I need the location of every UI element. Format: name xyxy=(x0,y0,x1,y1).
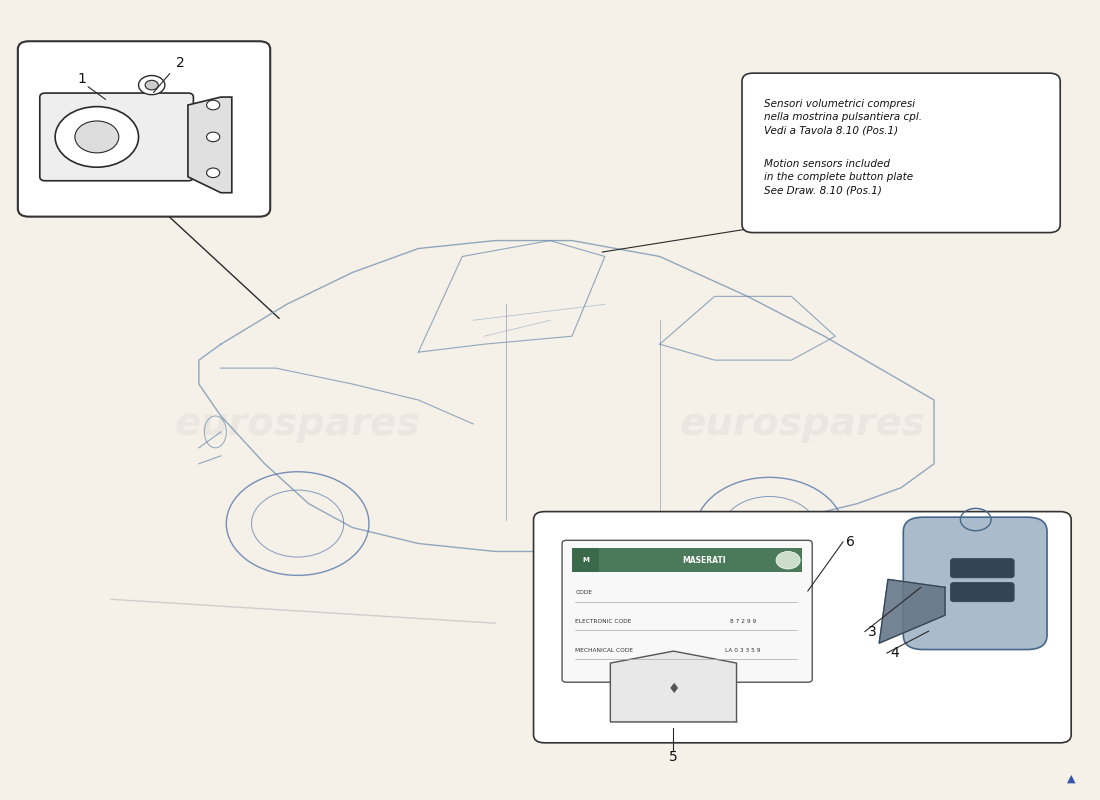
Bar xyxy=(572,548,600,572)
FancyBboxPatch shape xyxy=(562,540,812,682)
Text: ▲: ▲ xyxy=(1067,774,1076,784)
Circle shape xyxy=(207,132,220,142)
Polygon shape xyxy=(610,651,737,722)
Bar xyxy=(572,548,802,572)
Text: ♦: ♦ xyxy=(668,682,680,696)
Text: CODE: CODE xyxy=(575,590,592,595)
Text: LA 0 3 3 5 9: LA 0 3 3 5 9 xyxy=(725,648,760,653)
FancyBboxPatch shape xyxy=(18,42,271,217)
FancyBboxPatch shape xyxy=(40,93,194,181)
Text: ELECTRONIC CODE: ELECTRONIC CODE xyxy=(575,619,631,624)
FancyBboxPatch shape xyxy=(534,512,1071,743)
Circle shape xyxy=(145,80,158,90)
Text: Sensori volumetrici compresi
nella mostrina pulsantiera cpl.
Vedi a Tavola 8.10 : Sensori volumetrici compresi nella mostr… xyxy=(764,98,922,135)
Polygon shape xyxy=(188,97,232,193)
Text: 5: 5 xyxy=(669,750,678,764)
Text: 6: 6 xyxy=(846,535,855,549)
Text: M: M xyxy=(583,558,590,563)
Circle shape xyxy=(207,168,220,178)
FancyBboxPatch shape xyxy=(903,517,1047,650)
Text: MASERATI: MASERATI xyxy=(682,556,726,565)
Text: eurospares: eurospares xyxy=(680,405,925,443)
Circle shape xyxy=(55,106,139,167)
Circle shape xyxy=(139,75,165,94)
FancyBboxPatch shape xyxy=(950,582,1014,602)
Text: 1: 1 xyxy=(77,72,86,86)
Text: MECHANICAL CODE: MECHANICAL CODE xyxy=(575,648,634,653)
Circle shape xyxy=(776,551,800,569)
Polygon shape xyxy=(879,579,945,643)
Text: eurospares: eurospares xyxy=(175,405,420,443)
Circle shape xyxy=(75,121,119,153)
Text: 2: 2 xyxy=(176,56,185,70)
Text: 4: 4 xyxy=(890,646,899,660)
Text: 8 7 2 9 9: 8 7 2 9 9 xyxy=(729,619,756,624)
Text: 3: 3 xyxy=(868,625,877,638)
Text: Motion sensors included
in the complete button plate
See Draw. 8.10 (Pos.1): Motion sensors included in the complete … xyxy=(764,158,913,195)
FancyBboxPatch shape xyxy=(742,73,1060,233)
FancyBboxPatch shape xyxy=(950,558,1014,578)
Circle shape xyxy=(207,100,220,110)
